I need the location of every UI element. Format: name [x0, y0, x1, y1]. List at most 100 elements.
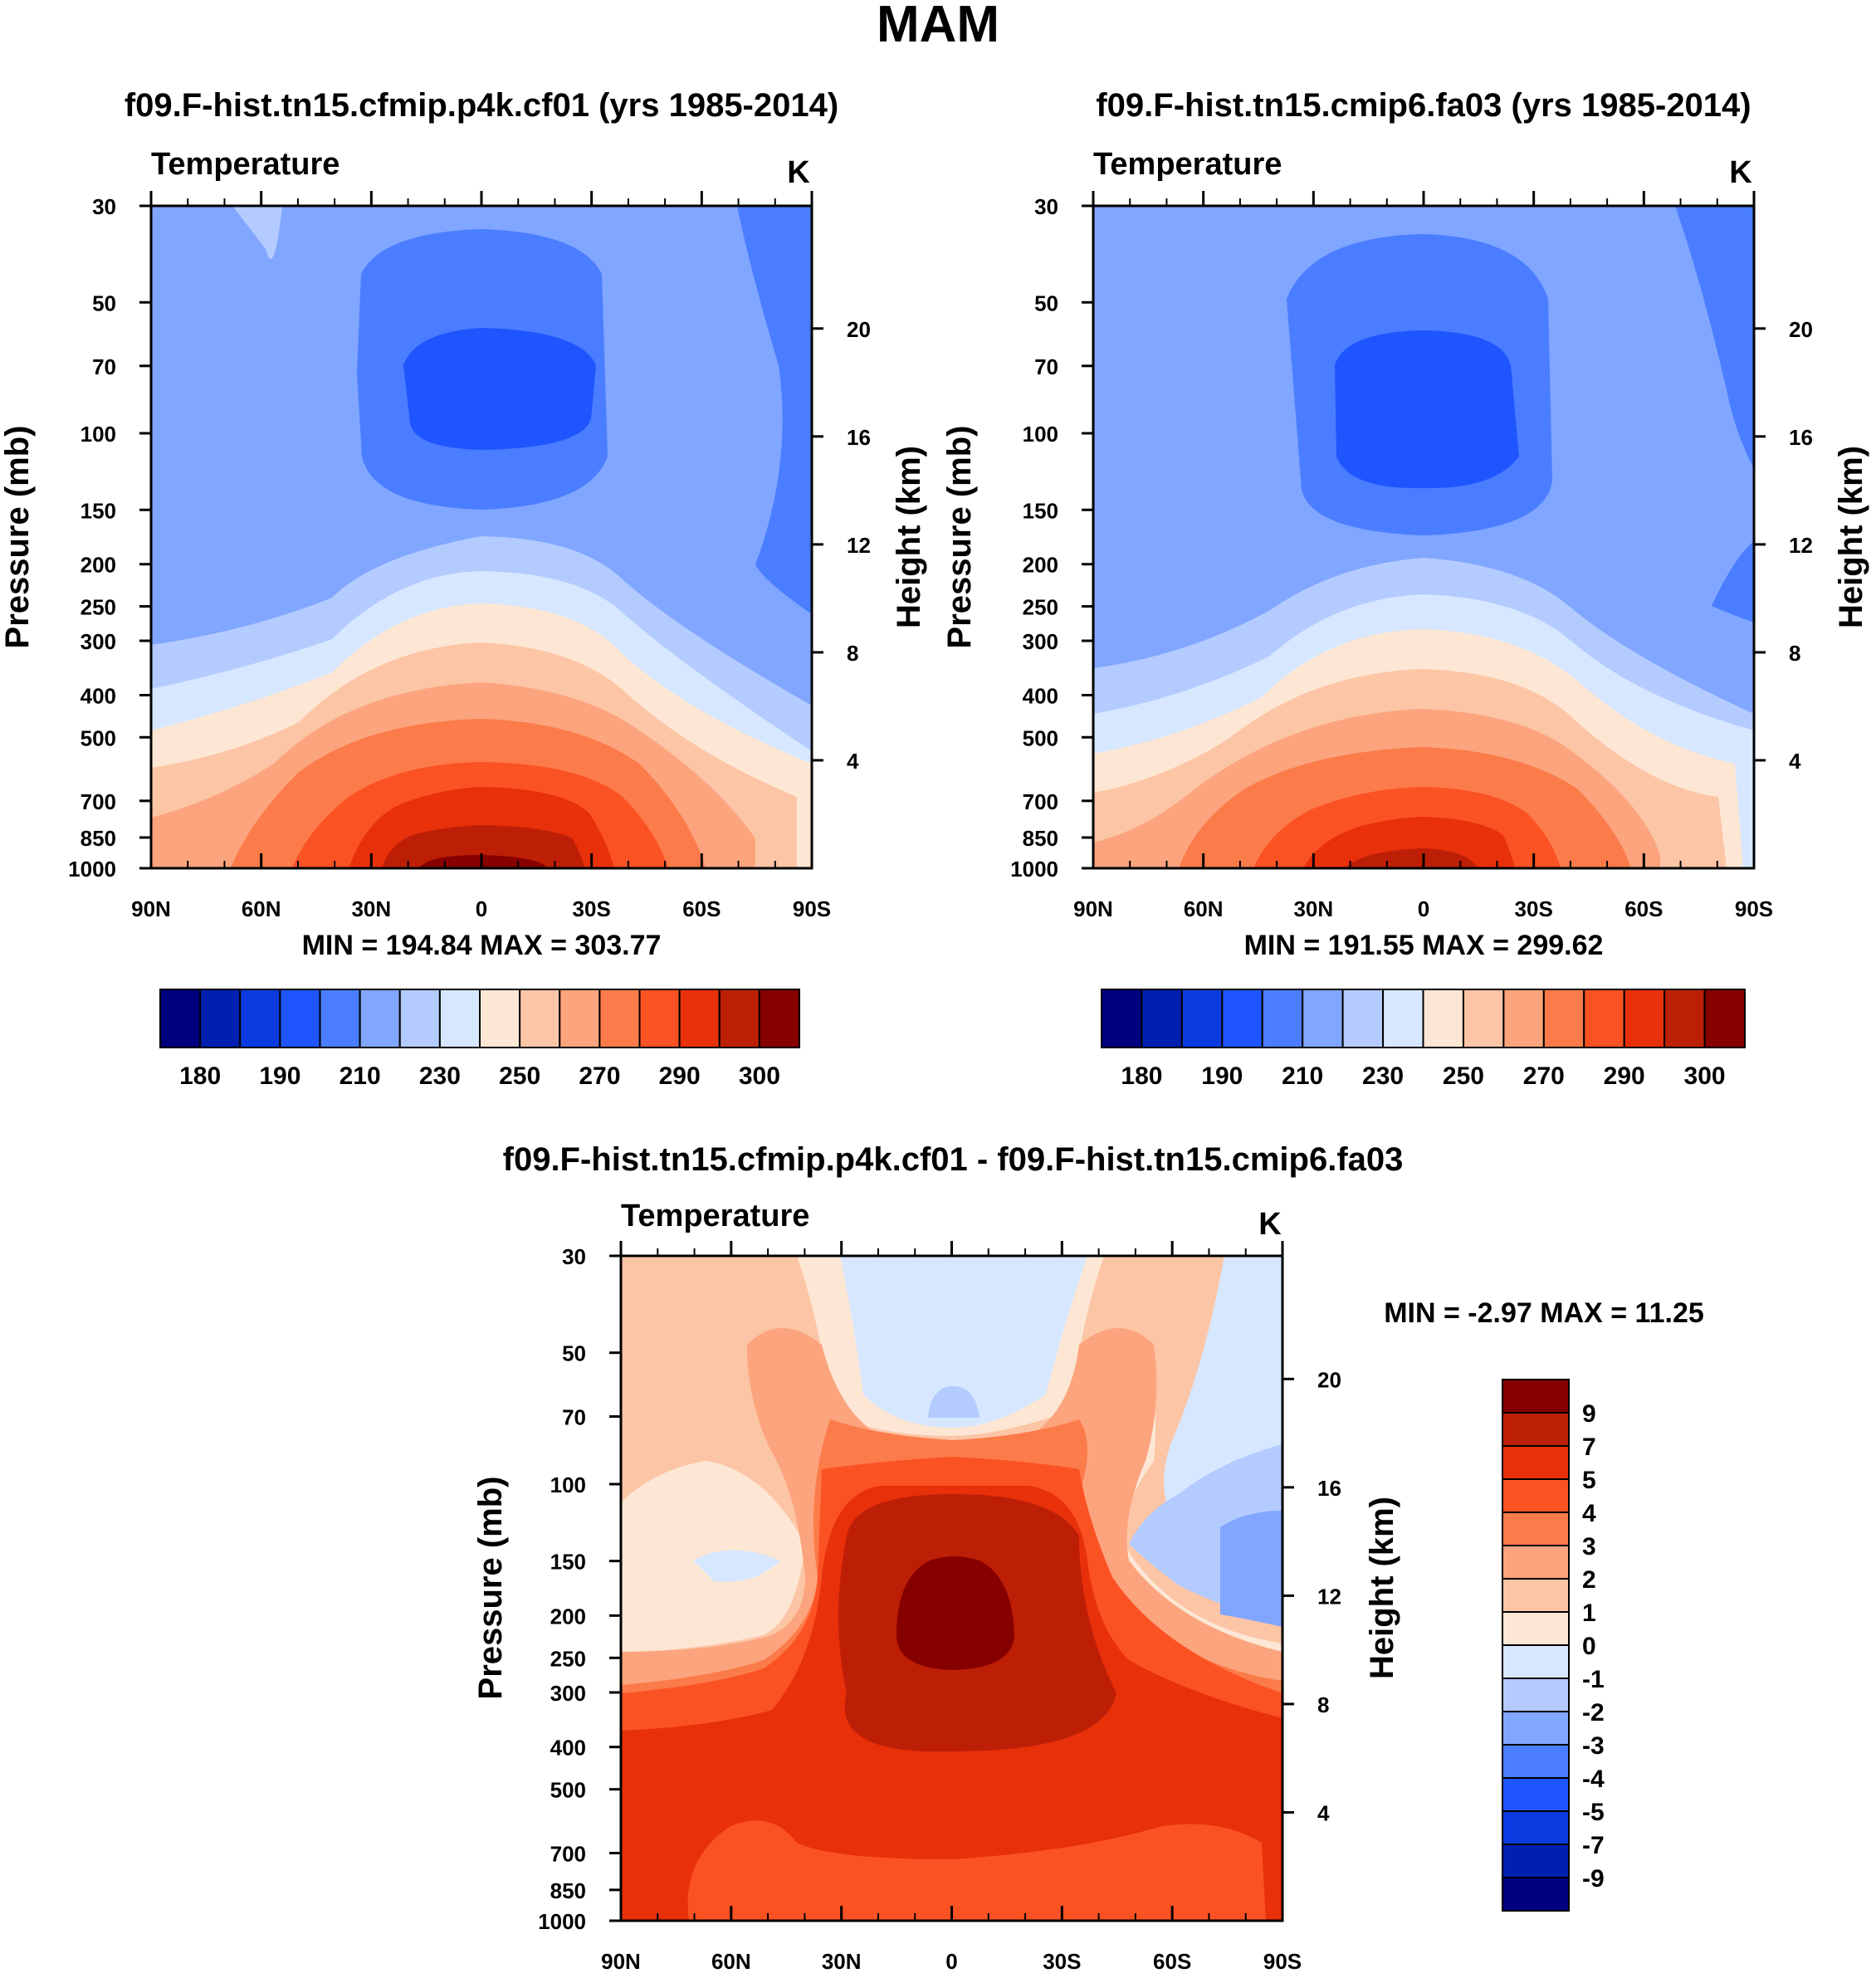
diff-height-tick-label: 8: [1317, 1692, 1329, 1717]
diff-colorbar-swatch: [1502, 1744, 1570, 1779]
right-height-tick-label: 12: [1789, 533, 1813, 558]
right-colorbar-swatch: [1180, 989, 1224, 1048]
left-colorbar-swatch: [438, 989, 481, 1048]
left-x-tick-label: 60N: [242, 896, 281, 921]
right-colorbar-swatch: [1422, 989, 1464, 1048]
left-colorbar-swatch: [479, 989, 521, 1048]
left-colorbar-swatch: [159, 989, 202, 1048]
right-x-tick-label: 60N: [1184, 896, 1224, 921]
left-x-tick-label: 30N: [351, 896, 391, 921]
right-colorbar-swatch: [1663, 989, 1706, 1048]
diff-units-label: K: [1258, 1207, 1282, 1242]
right-contour-field: [1093, 206, 1754, 868]
left-colorbar-swatch: [678, 989, 721, 1048]
right-contour-band: [1345, 848, 1478, 868]
diff-colorbar-label: 4: [1582, 1500, 1596, 1527]
diff-ylabel-right: Height (km): [1364, 1497, 1400, 1679]
left-colorbar-swatch: [199, 989, 242, 1048]
left-colorbar-swatch: [319, 989, 361, 1048]
right-colorbar-swatch: [1221, 989, 1263, 1048]
left-y-tick-label: 1000: [68, 857, 116, 882]
left-height-tick-label: 16: [847, 425, 871, 450]
left-colorbar-swatch: [638, 989, 681, 1048]
left-y-tick-label: 400: [81, 683, 116, 708]
diff-y-tick-label: 850: [550, 1878, 586, 1903]
left-colorbar-swatch: [279, 989, 321, 1048]
left-contour-band: [403, 328, 596, 450]
diff-x-tick-label: 90N: [601, 1949, 641, 1974]
right-colorbar-label: 180: [1121, 1062, 1162, 1090]
right-y-tick-label: 700: [1023, 789, 1058, 814]
left-y-tick-label: 30: [92, 194, 116, 219]
diff-colorbar-label: 3: [1582, 1533, 1596, 1560]
left-colorbar-label: 300: [739, 1062, 780, 1090]
diff-colorbar-swatch: [1502, 1777, 1570, 1812]
left-x-tick-label: 90S: [793, 896, 831, 921]
diff-colorbar-label: -7: [1582, 1832, 1605, 1859]
right-height-tick-label: 20: [1789, 317, 1813, 342]
left-y-tick-label: 850: [81, 826, 116, 851]
left-x-tick-label: 30S: [573, 896, 611, 921]
diff-y-tick-label: 1000: [538, 1909, 586, 1934]
diff-colorbar-swatch: [1502, 1512, 1570, 1546]
left-colorbar-label: 290: [659, 1062, 701, 1090]
right-contour-band: [1335, 330, 1519, 489]
right-contour-band: [1712, 541, 1754, 623]
right-colorbar-swatch: [1382, 989, 1424, 1048]
right-y-tick-label: 850: [1023, 826, 1058, 851]
right-x-tick-label: 90S: [1735, 896, 1773, 921]
left-y-tick-label: 300: [81, 629, 116, 654]
diff-height-tick-label: 16: [1317, 1476, 1341, 1501]
right-colorbar-label: 250: [1443, 1062, 1484, 1090]
diff-colorbar-label: 1: [1582, 1599, 1596, 1627]
diff-y-tick-label: 50: [562, 1341, 586, 1366]
diff-panel: f09.F-hist.tn15.cfmip.p4k.cf01 - f09.F-h…: [472, 1141, 1704, 1974]
left-colorbar-swatch: [559, 989, 601, 1048]
diff-colorbar-swatch: [1502, 1412, 1570, 1447]
right-height-tick-label: 8: [1789, 641, 1800, 666]
left-min-max: MIN = 194.84 MAX = 303.77: [302, 930, 662, 961]
diff-colorbar-label: -2: [1582, 1699, 1605, 1726]
right-colorbar-swatch: [1502, 989, 1545, 1048]
left-colorbar-swatch: [519, 989, 561, 1048]
diff-contour-band: [687, 1820, 1266, 1921]
diff-y-tick-label: 200: [550, 1604, 586, 1629]
right-colorbar-swatch: [1583, 989, 1625, 1048]
left-x-tick-label: 90N: [131, 896, 171, 921]
left-contour-band: [232, 206, 282, 260]
diff-x-tick-label: 60S: [1153, 1949, 1191, 1974]
right-colorbar-label: 300: [1684, 1062, 1726, 1090]
diff-contour-band: [1220, 1511, 1282, 1627]
diff-colorbar-swatch: [1502, 1578, 1570, 1613]
left-height-tick-label: 4: [847, 749, 859, 774]
diff-colorbar-label: -3: [1582, 1732, 1605, 1760]
diff-y-tick-label: 500: [550, 1778, 586, 1803]
right-colorbar-swatch: [1462, 989, 1505, 1048]
right-colorbar-swatch: [1542, 989, 1585, 1048]
diff-colorbar-swatch: [1502, 1379, 1570, 1414]
right-colorbar-label: 210: [1282, 1062, 1323, 1090]
diff-colorbar-label: 9: [1582, 1400, 1596, 1428]
right-contour-band: [1675, 206, 1754, 469]
right-min-max: MIN = 191.55 MAX = 299.62: [1244, 930, 1604, 961]
left-colorbar-label: 190: [259, 1062, 300, 1090]
diff-colorbar-label: 2: [1582, 1566, 1596, 1594]
left-y-tick-label: 150: [81, 498, 116, 523]
right-y-tick-label: 250: [1023, 595, 1058, 620]
right-y-tick-label: 30: [1034, 194, 1058, 219]
left-panel: f09.F-hist.tn15.cfmip.p4k.cf01 (yrs 1985…: [0, 87, 927, 1090]
right-ylabel-right: Height (km): [1833, 446, 1869, 628]
left-colorbar-swatch: [718, 989, 760, 1048]
right-units-label: K: [1729, 155, 1752, 190]
right-colorbar-swatch: [1141, 989, 1183, 1048]
diff-colorbar-swatch: [1502, 1678, 1570, 1712]
diff-colorbar-label: 7: [1582, 1433, 1596, 1461]
diff-y-tick-label: 70: [562, 1405, 586, 1430]
diff-colorbar-swatch: [1502, 1611, 1570, 1646]
diff-colorbar-label: 0: [1582, 1633, 1596, 1660]
right-variable-label: Temperature: [1093, 147, 1282, 182]
diff-y-tick-label: 400: [550, 1736, 586, 1761]
diff-colorbar-label: -4: [1582, 1766, 1605, 1793]
left-y-tick-label: 250: [81, 595, 116, 620]
right-y-tick-label: 70: [1034, 354, 1058, 379]
